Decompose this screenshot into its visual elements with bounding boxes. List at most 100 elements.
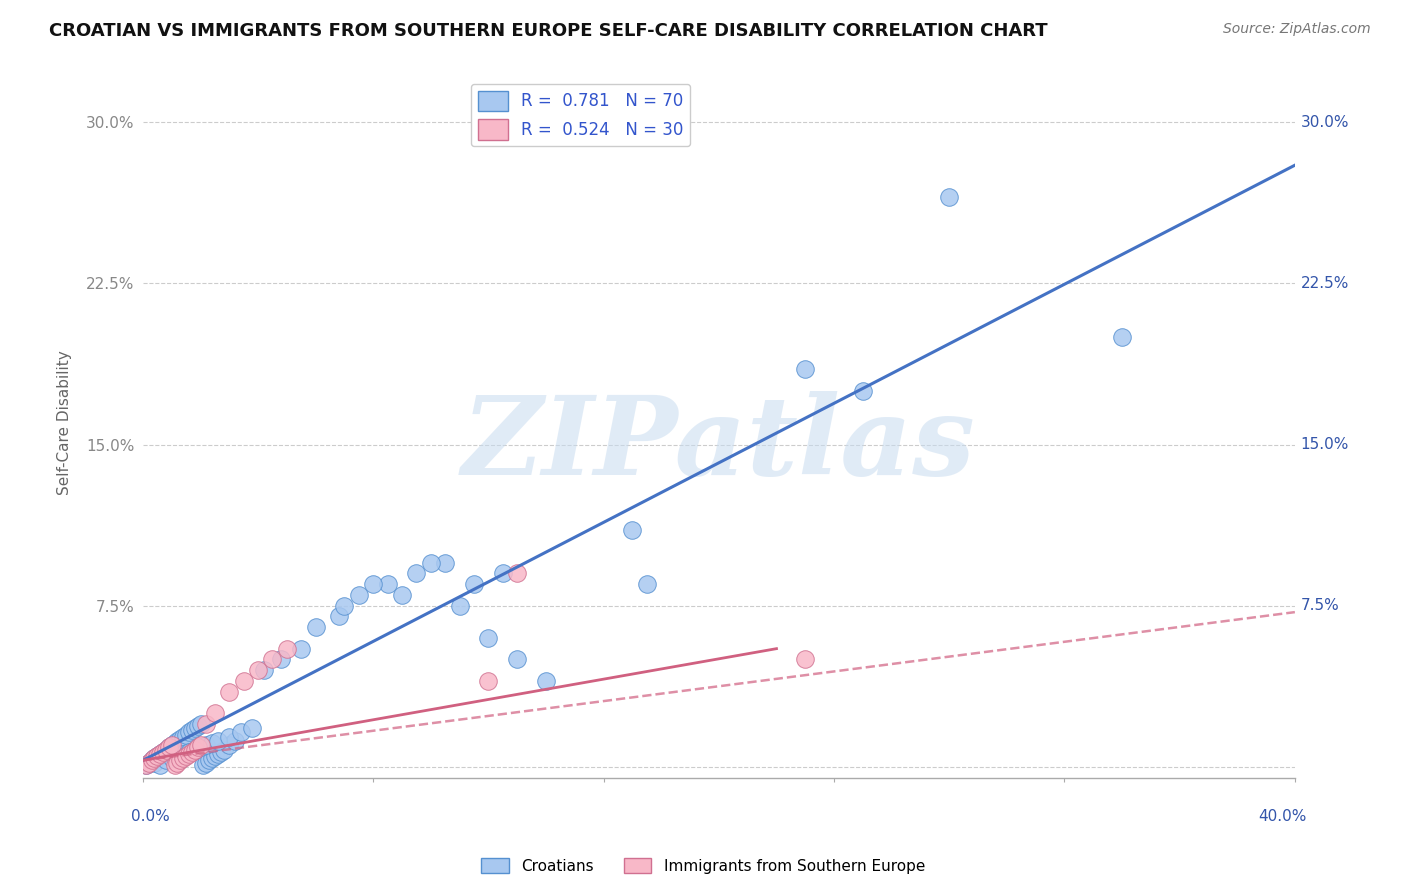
Text: 22.5%: 22.5% [1301, 276, 1348, 291]
Point [155, 753, 177, 767]
Point [794, 652, 817, 666]
Point [305, 620, 328, 634]
Point [195, 756, 218, 770]
Point [276, 641, 298, 656]
Point [172, 751, 194, 765]
Point [187, 740, 209, 755]
Point [347, 588, 370, 602]
Point [143, 756, 166, 770]
Point [146, 749, 169, 764]
Point [333, 599, 356, 613]
Point [434, 556, 457, 570]
Point [160, 739, 183, 753]
Point [621, 524, 644, 538]
Text: 40.0%: 40.0% [1258, 809, 1306, 824]
Point [141, 753, 163, 767]
Point [143, 751, 166, 765]
Point [201, 736, 224, 750]
Point [328, 609, 350, 624]
Point [240, 721, 263, 735]
Point [852, 384, 875, 398]
Point [405, 566, 427, 581]
Point [174, 728, 197, 742]
Point [184, 742, 207, 756]
Point [169, 731, 191, 746]
Text: Source: ZipAtlas.com: Source: ZipAtlas.com [1223, 22, 1371, 37]
Point [174, 749, 197, 764]
Point [201, 751, 224, 765]
Point [143, 751, 166, 765]
Legend: Croatians, Immigrants from Southern Europe: Croatians, Immigrants from Southern Euro… [475, 852, 931, 880]
Point [135, 757, 157, 772]
Point [193, 757, 215, 772]
Point [938, 190, 960, 204]
Text: 7.5%: 7.5% [1301, 599, 1340, 613]
Point [463, 577, 485, 591]
Point [506, 566, 529, 581]
Point [180, 745, 202, 759]
Point [155, 742, 177, 756]
Point [152, 745, 174, 759]
Point [152, 745, 174, 759]
Point [177, 745, 200, 759]
Point [212, 742, 235, 756]
Point [209, 745, 232, 759]
Point [391, 588, 413, 602]
Point [229, 725, 252, 739]
Point [163, 736, 186, 750]
Point [218, 739, 240, 753]
Point [204, 706, 226, 720]
Point [160, 751, 183, 765]
Point [190, 740, 212, 755]
Point [262, 652, 284, 666]
Y-axis label: Self-Care Disability: Self-Care Disability [58, 351, 72, 495]
Point [163, 757, 186, 772]
Text: 0.0%: 0.0% [131, 809, 170, 824]
Point [180, 723, 202, 738]
Point [218, 730, 240, 744]
Point [224, 734, 246, 748]
Point [198, 753, 221, 767]
Point [184, 742, 207, 756]
Point [218, 684, 240, 698]
Point [190, 716, 212, 731]
Point [207, 747, 229, 761]
Point [794, 362, 817, 376]
Point [253, 663, 276, 677]
Point [187, 719, 209, 733]
Point [141, 753, 163, 767]
Text: 30.0%: 30.0% [1301, 115, 1350, 129]
Point [419, 556, 441, 570]
Point [636, 577, 658, 591]
Point [157, 740, 180, 755]
Point [232, 673, 254, 688]
Point [135, 757, 157, 772]
Point [169, 753, 191, 767]
Point [149, 747, 172, 761]
Point [195, 739, 218, 753]
Legend: R =  0.781   N = 70, R =  0.524   N = 30: R = 0.781 N = 70, R = 0.524 N = 30 [471, 84, 690, 146]
Point [377, 577, 399, 591]
Point [138, 756, 160, 770]
Point [190, 739, 212, 753]
Point [172, 747, 194, 761]
Point [166, 756, 188, 770]
Point [160, 739, 183, 753]
Point [195, 716, 218, 731]
Point [172, 730, 194, 744]
Point [157, 740, 180, 755]
Point [146, 749, 169, 764]
Text: ZIPatlas: ZIPatlas [463, 391, 976, 498]
Point [363, 577, 385, 591]
Point [177, 725, 200, 739]
Point [449, 599, 471, 613]
Point [207, 734, 229, 748]
Text: CROATIAN VS IMMIGRANTS FROM SOUTHERN EUROPE SELF-CARE DISABILITY CORRELATION CHA: CROATIAN VS IMMIGRANTS FROM SOUTHERN EUR… [49, 22, 1047, 40]
Point [506, 652, 529, 666]
Point [270, 652, 292, 666]
Point [477, 673, 499, 688]
Point [166, 749, 188, 764]
Point [138, 756, 160, 770]
Point [184, 721, 207, 735]
Point [1111, 330, 1133, 344]
